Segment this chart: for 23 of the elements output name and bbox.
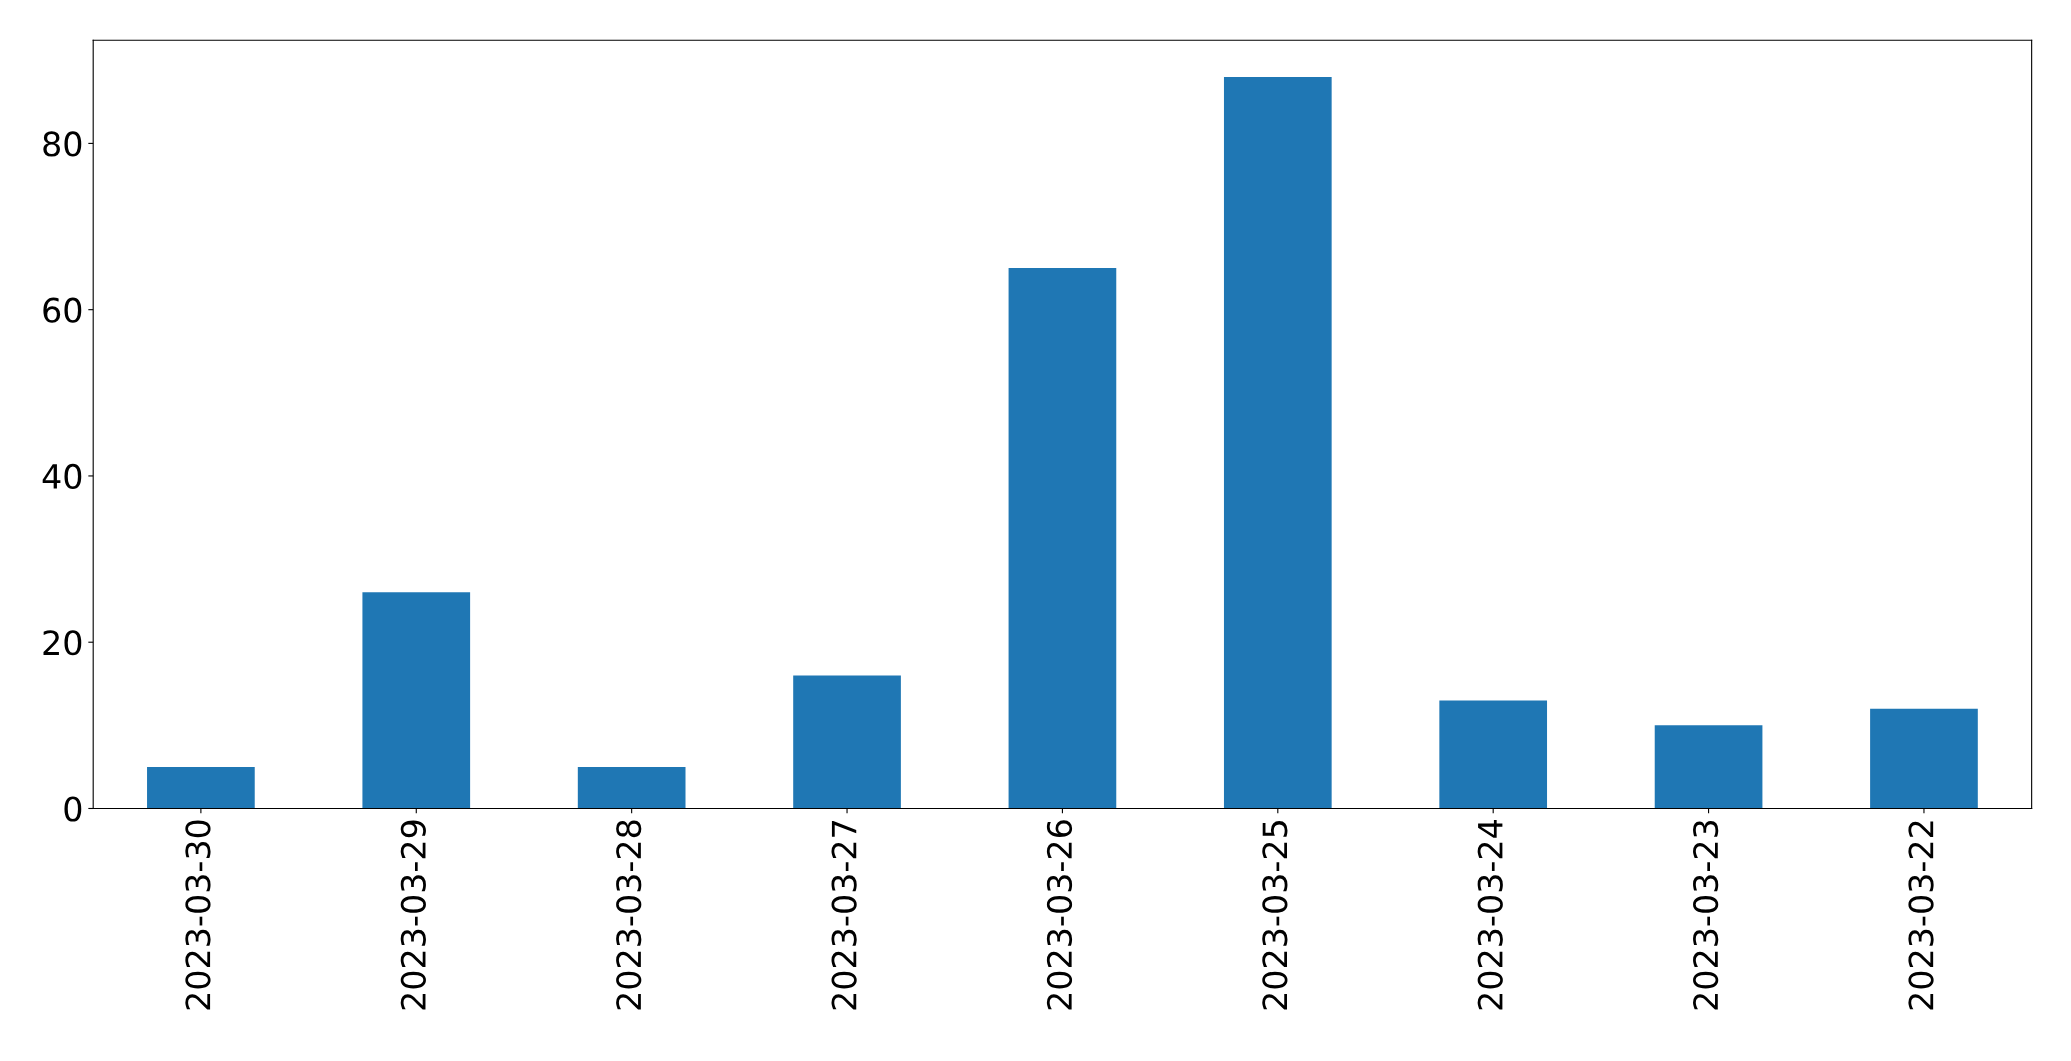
bar	[147, 766, 255, 809]
x-tick-label: 2023-03-22	[1908, 821, 1934, 1010]
y-tick-label: 20	[43, 630, 82, 656]
x-tick-label: 2023-03-26	[1046, 820, 1073, 1010]
y-tick-label: 60	[43, 297, 82, 323]
bar	[1008, 268, 1117, 809]
x-tick-label: 2023-03-27	[831, 821, 857, 1010]
y-tick-label: 80	[43, 131, 82, 157]
bar	[362, 592, 471, 809]
y-tick-label: 40	[42, 463, 82, 490]
y-tick-label: 0	[64, 796, 82, 822]
bar	[577, 766, 686, 809]
bar	[793, 675, 901, 809]
bar	[1223, 76, 1332, 809]
x-tick-label: 2023-03-28	[616, 820, 642, 1010]
bar	[1870, 708, 1978, 809]
x-tick-label: 2023-03-29	[400, 820, 426, 1010]
x-tick-label: 2023-03-23	[1693, 820, 1719, 1010]
x-tick-label: 2023-03-24	[1477, 820, 1503, 1010]
x-tick-label: 2023-03-25	[1262, 821, 1288, 1010]
bar	[1654, 725, 1763, 809]
bar	[1439, 700, 1548, 809]
x-tick-label: 2023-03-30	[185, 820, 211, 1010]
